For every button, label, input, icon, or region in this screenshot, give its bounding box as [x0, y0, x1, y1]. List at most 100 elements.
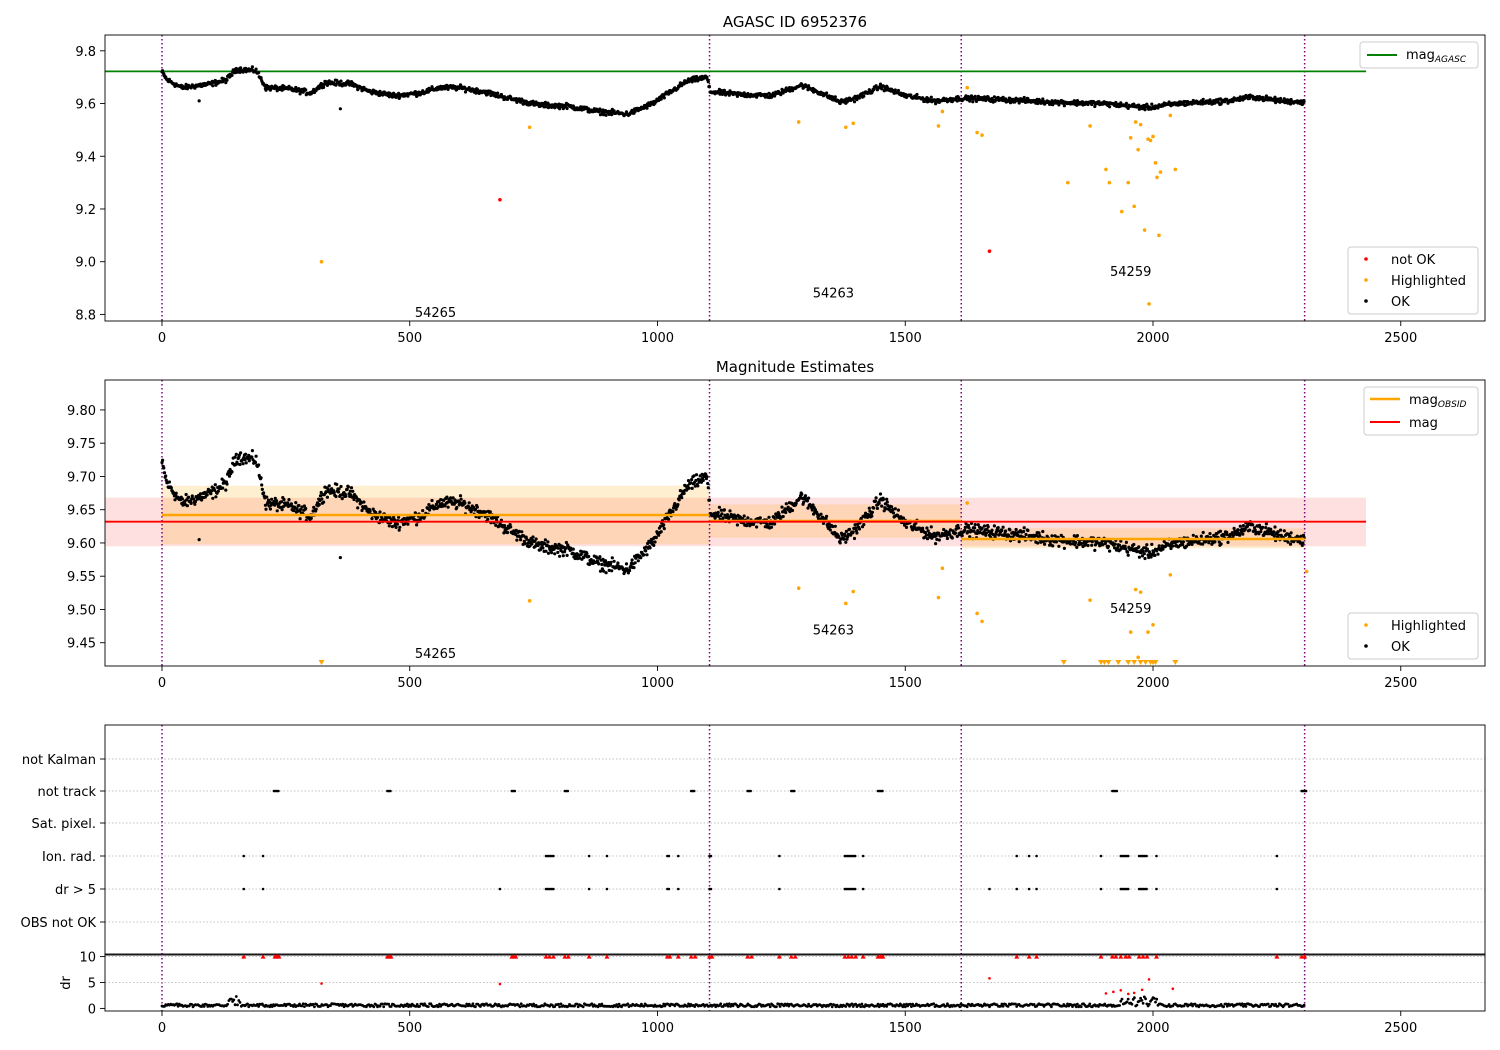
highlight-point [1088, 598, 1092, 602]
ytick-label: 9.4 [75, 150, 96, 165]
legend-marker-not-ok [1364, 257, 1368, 261]
dr-point [1006, 1005, 1010, 1008]
ok-point [600, 562, 604, 567]
ok-point [434, 502, 438, 506]
ok-point [312, 505, 316, 509]
ok-point [742, 514, 746, 518]
ok-point [162, 466, 166, 470]
flag-point [792, 789, 796, 793]
ok-point [786, 505, 790, 509]
ok-point [1041, 529, 1045, 534]
ok-point [587, 554, 591, 559]
dr-clipped-marker [849, 954, 855, 959]
offscale-marker [1060, 660, 1067, 665]
flag-point [667, 854, 671, 858]
dr-point [518, 1005, 522, 1009]
ok-point [192, 497, 196, 501]
ok-point [956, 526, 961, 530]
ok-point [287, 498, 291, 502]
ok-point [1145, 543, 1149, 547]
flag-point [566, 789, 570, 793]
flag-point [1275, 854, 1279, 858]
ok-point [706, 80, 710, 84]
ok-point [1004, 529, 1008, 533]
ok-point [644, 549, 648, 553]
ok-point [857, 527, 862, 531]
dr-point [902, 1003, 906, 1006]
flag-point [1145, 887, 1148, 891]
magnitude-axes: 9.459.509.559.609.659.709.759.800 500 1000… [67, 404, 1417, 691]
ok-point [843, 534, 847, 538]
highlight-point [1132, 204, 1136, 209]
ok-point [477, 515, 481, 520]
dr-point [1014, 1002, 1017, 1006]
ok-point [758, 516, 762, 520]
ok-point [213, 78, 217, 83]
dr-point [342, 1005, 346, 1009]
ok-point [282, 497, 286, 502]
ok-point [1261, 95, 1265, 99]
obsid-label: 54265 [415, 306, 456, 321]
highlight-point [1147, 302, 1151, 306]
ytick-label: 9.60 [67, 537, 96, 552]
ok-point [1007, 534, 1011, 538]
ok-point [394, 525, 398, 530]
ok-point [273, 496, 277, 500]
ok-point [338, 107, 342, 111]
ok-point [662, 527, 666, 531]
dr-point [414, 1005, 418, 1008]
highlight-point [1128, 630, 1133, 634]
ok-point [967, 526, 971, 530]
ok-point [1013, 100, 1017, 104]
dr-point [876, 1002, 880, 1006]
highlight-point [1148, 138, 1153, 143]
dr-point [233, 1003, 237, 1007]
dr-point [903, 1005, 907, 1009]
ok-point [1251, 523, 1255, 527]
legend-marker-ok [1364, 299, 1368, 303]
ok-point [1054, 540, 1058, 544]
dr-point [885, 1005, 889, 1008]
ok-point [659, 524, 663, 528]
ok-point [857, 96, 862, 100]
highlight-point [1157, 233, 1161, 238]
dr-point [387, 1002, 391, 1006]
dr-clipped-marker [688, 954, 694, 959]
ok-point [571, 547, 575, 551]
flag-row-label: not Kalman [22, 753, 96, 768]
ok-point [446, 505, 450, 509]
ok-point [992, 524, 997, 528]
ok-point [746, 516, 750, 520]
xtick-label: 1500 [889, 331, 922, 346]
ok-point [650, 540, 654, 544]
ok-point [398, 525, 402, 529]
ok-point [250, 449, 254, 453]
dr-point [1274, 1002, 1277, 1006]
highlight-point [1126, 180, 1131, 185]
ok-point [765, 522, 769, 526]
ok-point [270, 497, 274, 501]
legend-label-ok: OK [1391, 640, 1410, 655]
ok-point [1057, 103, 1061, 107]
ok-point [598, 555, 602, 559]
xtick-label: 500 [397, 331, 422, 346]
highlight-point [1065, 180, 1070, 185]
ok-point [805, 499, 810, 503]
ok-point [969, 521, 974, 526]
ok-point [925, 526, 929, 530]
ok-point [239, 451, 243, 455]
ok-point [602, 569, 606, 573]
dr-point [1258, 1005, 1261, 1008]
ok-point [767, 515, 771, 519]
ok-point [544, 549, 548, 553]
ok-point [609, 560, 613, 565]
dr-point [1076, 1002, 1079, 1006]
ok-point [781, 514, 785, 519]
dr-point [958, 1005, 962, 1009]
ok-point [260, 487, 264, 491]
dr-point [202, 1005, 206, 1008]
ok-point [1075, 534, 1079, 538]
ok-point [674, 507, 678, 511]
ok-point [1124, 547, 1128, 551]
